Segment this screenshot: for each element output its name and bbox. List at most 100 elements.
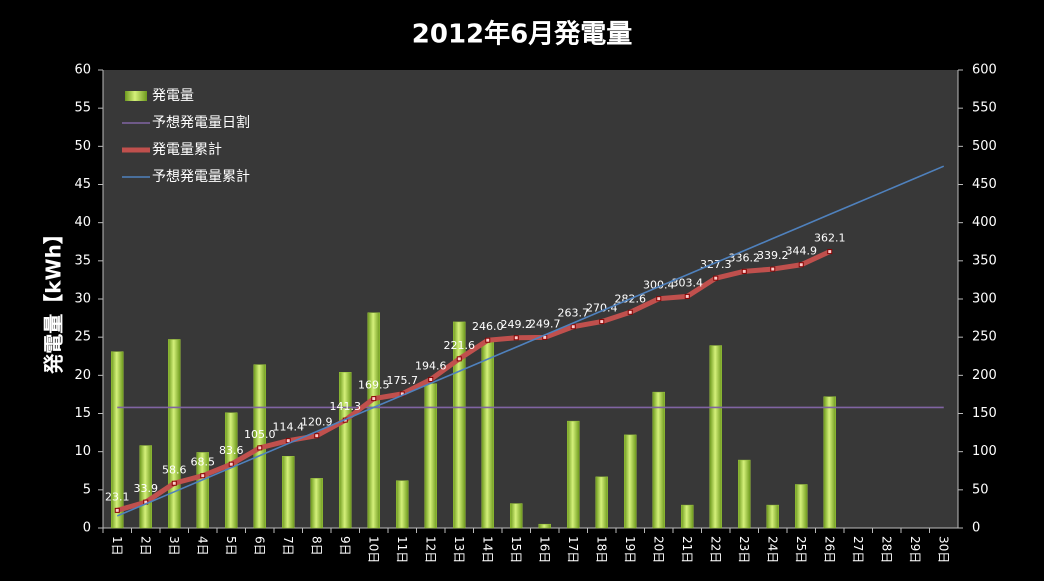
data-label: 327.3 (700, 258, 732, 271)
x-tick-label: 20日 (651, 536, 665, 563)
x-tick-label: 15日 (509, 536, 523, 563)
x-tick-label: 13日 (452, 536, 466, 563)
bar (766, 504, 779, 529)
line (116, 165, 945, 517)
bar (823, 396, 836, 529)
x-tick-label: 28日 (879, 536, 893, 563)
x-tick-label: 1日 (110, 536, 124, 556)
x-tick-label: 17日 (566, 536, 580, 563)
bar (168, 339, 181, 529)
x-tick-label: 12日 (423, 536, 437, 563)
data-label: 120.9 (301, 416, 333, 429)
bar (339, 372, 352, 529)
data-label: 246.0 (472, 320, 504, 333)
x-tick-label: 5日 (224, 536, 238, 556)
marker (656, 296, 662, 302)
legend-label: 発電量 (152, 88, 194, 104)
data-label: 58.6 (162, 463, 187, 476)
x-tick-label: 19日 (623, 536, 637, 563)
y-tick-label: 45 (74, 177, 91, 192)
x-tick-label: 7日 (281, 536, 295, 556)
marker (171, 480, 177, 486)
data-label: 114.4 (273, 421, 305, 434)
bar (567, 420, 580, 529)
x-tick-label: 18日 (594, 536, 608, 563)
y-tick-label: 50 (74, 139, 91, 154)
marker (798, 262, 804, 268)
x-tick-label: 29日 (908, 536, 922, 563)
y-tick-label: 60 (74, 63, 91, 78)
marker (114, 507, 120, 513)
x-tick-label: 22日 (708, 536, 722, 563)
y2-tick-label: 250 (972, 330, 997, 345)
data-label: 169.5 (358, 379, 390, 392)
data-label: 221.6 (444, 339, 476, 352)
y2-tick-label: 550 (972, 101, 997, 116)
x-tick-label: 24日 (765, 536, 779, 563)
x-tick-label: 8日 (309, 536, 323, 556)
data-label: 303.4 (672, 276, 704, 289)
bar (111, 351, 124, 529)
bar (595, 476, 608, 529)
y2-tick-label: 200 (972, 368, 997, 383)
bar (310, 478, 323, 529)
data-label: 270.4 (586, 302, 618, 315)
data-label: 263.7 (558, 307, 590, 320)
marker (627, 309, 633, 315)
legend-swatch (125, 91, 147, 101)
y-tick-label: 15 (74, 406, 91, 421)
marker (428, 376, 434, 382)
y-tick-label: 5 (83, 482, 91, 497)
x-tick-label: 25日 (794, 536, 808, 563)
legend-label: 予想発電量累計 (152, 169, 250, 185)
marker (285, 438, 291, 444)
marker (371, 396, 377, 402)
marker (314, 433, 320, 439)
bar (196, 452, 209, 529)
bar (225, 412, 238, 529)
x-tick-label: 6日 (252, 536, 266, 556)
marker (770, 266, 776, 272)
bar (709, 345, 722, 529)
y2-tick-label: 0 (972, 521, 980, 536)
y-tick-label: 20 (74, 368, 91, 383)
x-tick-label: 2日 (138, 536, 152, 556)
y2-tick-label: 100 (972, 444, 997, 459)
data-label: 249.2 (501, 318, 533, 331)
bar (738, 459, 751, 529)
x-tick-label: 4日 (195, 536, 209, 556)
y-axis-label: 発電量【kWh】 (42, 224, 66, 375)
bar (367, 312, 380, 529)
bar (453, 321, 466, 529)
data-label: 344.9 (786, 245, 818, 258)
x-tick-label: 21日 (680, 536, 694, 563)
marker (257, 445, 263, 451)
y2-tick-label: 400 (972, 215, 997, 230)
y-tick-label: 25 (74, 330, 91, 345)
data-label: 339.2 (757, 249, 789, 262)
x-tick-label: 30日 (936, 536, 950, 563)
y-tick-label: 0 (83, 521, 91, 536)
x-tick-label: 11日 (395, 536, 409, 563)
marker (513, 335, 519, 341)
data-label: 249.7 (529, 317, 561, 330)
data-label: 336.2 (729, 251, 761, 264)
marker (741, 268, 747, 274)
marker (456, 356, 462, 362)
data-label: 141.3 (330, 400, 362, 413)
y-tick-label: 55 (74, 101, 91, 116)
data-label: 33.9 (134, 482, 159, 495)
marker (713, 275, 719, 281)
data-label: 68.5 (191, 456, 216, 469)
marker (599, 319, 605, 325)
x-tick-label: 14日 (480, 536, 494, 563)
y-tick-label: 10 (74, 444, 91, 459)
bar (624, 434, 637, 529)
bar (795, 484, 808, 529)
chart-title: 2012年6月発電量 (412, 19, 632, 50)
marker (228, 461, 234, 467)
data-label: 194.6 (415, 359, 447, 372)
y2-tick-label: 600 (972, 63, 997, 78)
bar (282, 455, 295, 529)
